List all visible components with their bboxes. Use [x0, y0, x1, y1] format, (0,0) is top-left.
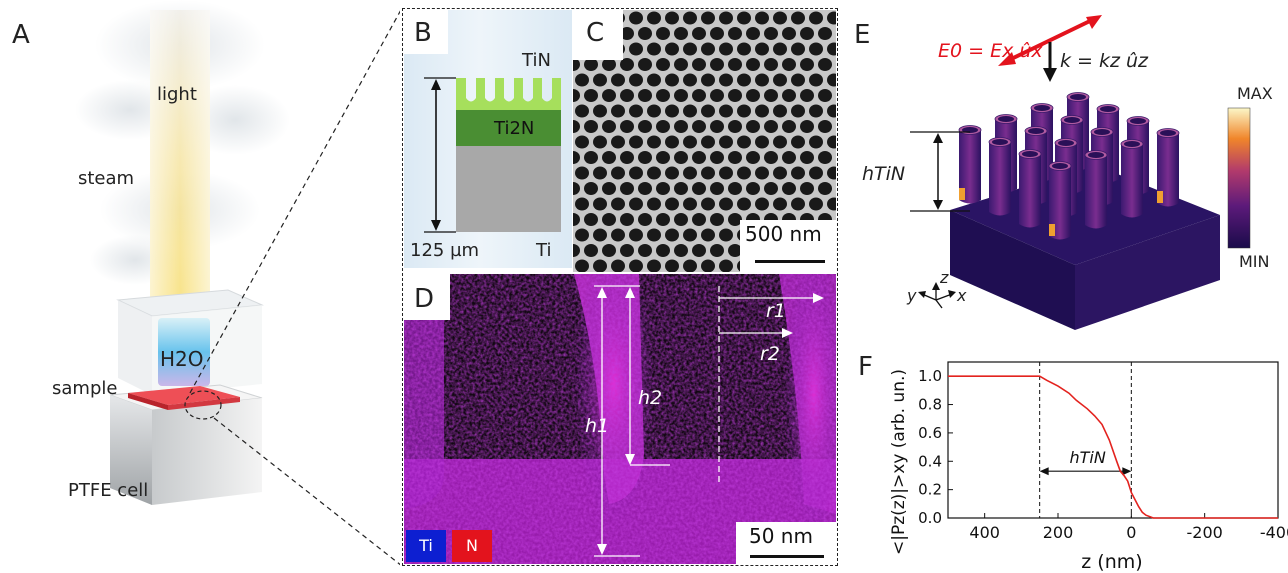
panel-b-letter-box [404, 10, 448, 54]
chart-y-tick-label: 1.0 [918, 367, 942, 385]
nanotube-inner [1088, 152, 1104, 158]
chart-x-tick-label: -400 [1260, 523, 1288, 542]
chart-arrowhead-right [1122, 467, 1132, 476]
legend-n: N [452, 530, 492, 562]
chart-x-tick-label: 400 [969, 523, 1000, 542]
panel-c-scalebar-label: 500 nm [745, 222, 822, 246]
nanotube-inner [1064, 117, 1080, 123]
label-r2: r2 [760, 343, 780, 365]
chart-arrowhead-left [1039, 467, 1049, 476]
panel-c-letter-box [573, 10, 623, 60]
chart-y-tick-label: 0.8 [918, 396, 942, 414]
nanotube-inner [992, 139, 1008, 145]
nanotube-inner [1094, 129, 1110, 135]
nanotube-inner [1034, 105, 1050, 111]
legend-ti: Ti [406, 530, 446, 562]
chart-x-tick-label: -200 [1187, 523, 1223, 542]
chart-x-tick-label: 200 [1043, 523, 1074, 542]
chart-y-label: <|Pz(z)|>xy (arb. un.) [889, 369, 909, 555]
label-h-tin: hTiN [862, 163, 906, 185]
label-h2o: H2O [160, 347, 204, 371]
label-ti2n: Ti2N [494, 118, 535, 139]
nanotube-inner [1070, 94, 1086, 100]
nanotube-pillar [959, 130, 981, 204]
chart-y-tick-label: 0.6 [918, 424, 942, 442]
chart-y-tick-label: 0.2 [918, 481, 942, 499]
panel-c-scalebar [755, 260, 825, 263]
panel-d-scalebar [750, 555, 824, 558]
chart-x-tick-label: 0 [1126, 523, 1136, 542]
panel-letter-b: B [414, 18, 432, 48]
panel-c-scalebar-box [740, 220, 836, 272]
panel-letter-c: C [586, 18, 605, 48]
colorbar-min: MIN [1239, 252, 1270, 271]
nanotube-pillar [989, 142, 1011, 216]
nanotube-inner [1028, 128, 1044, 134]
label-light: light [157, 84, 197, 105]
panel-d-letter-box [404, 274, 450, 320]
nanotube-inner [1130, 118, 1146, 124]
zoom-frame [402, 8, 838, 566]
label-sample: sample [52, 378, 118, 399]
chart-x-label: z (nm) [1081, 551, 1142, 573]
axis-label-y: y [907, 286, 917, 305]
label-thickness: 125 µm [410, 240, 480, 261]
nanotube-inner [1058, 140, 1074, 146]
label-ti: Ti [536, 240, 552, 261]
panel-letter-a: A [12, 20, 30, 50]
panel-d-scalebar-label: 50 nm [749, 524, 813, 548]
chart-annotation: hTiN [1070, 448, 1106, 467]
label-h2: h2 [638, 387, 663, 409]
chart-y-tick-label: 0.4 [918, 452, 942, 470]
chart-y-tick-label: 0.0 [918, 509, 942, 527]
nanotube-inner [1022, 151, 1038, 157]
panel-a-illustration [75, 0, 400, 566]
field-hotspot [1157, 191, 1163, 203]
panel-f-chart: 400 200 0 -200 -400 0.0 0.2 0.4 0.6 0.8 1.0 <|Pz(z… [889, 361, 1288, 573]
label-wavevector: k = kz ûz [1060, 50, 1149, 72]
field-hotspot [1049, 224, 1055, 236]
nanotube-pillar [1019, 154, 1041, 228]
label-ptfe-cell: PTFE cell [68, 480, 149, 501]
label-h1: h1 [585, 415, 610, 437]
chart-frame [947, 361, 1279, 519]
nanotube-inner [1124, 141, 1140, 147]
nanotube-inner [998, 116, 1014, 122]
panel-b-layers [424, 77, 561, 233]
panel-letter-f: F [858, 352, 873, 382]
panel-letter-e: E [854, 20, 871, 50]
label-r1: r1 [766, 300, 786, 322]
panel-e-simulation [910, 15, 1251, 330]
nanotube-pillar [1121, 144, 1143, 218]
axis-label-z: z [940, 268, 949, 287]
field-hotspot [959, 188, 965, 200]
nanotube-inner [1100, 106, 1116, 112]
colorbar-max: MAX [1237, 84, 1273, 103]
nanotube-inner [1052, 163, 1068, 169]
nanotube-pillar [1085, 155, 1107, 229]
nanotube-inner [1160, 130, 1176, 136]
label-steam: steam [78, 168, 135, 189]
axis-label-x: x [957, 286, 967, 305]
chart-series-line [948, 375, 1278, 519]
label-tin: TiN [522, 50, 551, 71]
nanotube-pillar [1157, 133, 1179, 207]
label-e-field: E0 = Ex ûx [938, 40, 1043, 62]
panel-letter-d: D [414, 284, 435, 314]
panel-d-edx-map [404, 274, 836, 564]
nanotube-pillar [1049, 166, 1071, 240]
